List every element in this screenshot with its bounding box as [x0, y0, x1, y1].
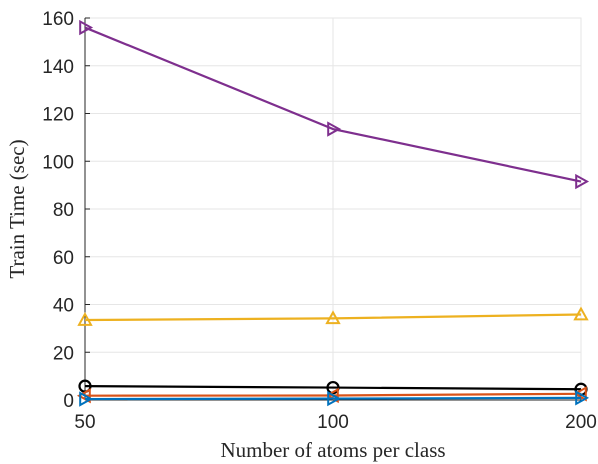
- data-point: [76, 388, 91, 404]
- y-axis-label: Train Time (sec): [5, 139, 29, 278]
- y-tick-label: 120: [42, 105, 74, 126]
- y-tick-labels: 0 20 40 60 80 100 120 140 160: [42, 9, 74, 412]
- series-line: [84, 396, 582, 401]
- series-line: [84, 385, 582, 391]
- series-2: [77, 306, 589, 326]
- x-axis-label: Number of atoms per class: [220, 438, 445, 462]
- data-point: [77, 311, 93, 326]
- y-tick-label: 60: [53, 248, 74, 269]
- series-lines: [76, 19, 590, 407]
- y-tick-label: 0: [63, 391, 74, 412]
- data-point: [327, 121, 342, 137]
- x-tick-label: 100: [317, 412, 349, 433]
- x-tick-labels: 50 100 200: [74, 412, 596, 433]
- series-5: [79, 390, 590, 407]
- x-tick-label: 200: [565, 412, 597, 433]
- y-tick-label: 140: [42, 57, 74, 78]
- y-tick-label: 20: [53, 343, 74, 364]
- data-point: [79, 19, 94, 36]
- grid: [84, 17, 582, 401]
- y-tick-label: 80: [53, 200, 74, 221]
- data-point: [575, 390, 590, 406]
- data-point: [575, 173, 590, 190]
- y-tick-label: 40: [53, 296, 74, 317]
- y-tick-label: 100: [42, 152, 74, 173]
- data-point: [327, 390, 342, 407]
- y-tick-label: 160: [42, 9, 74, 30]
- data-point: [79, 391, 94, 407]
- series-1: [79, 19, 590, 190]
- data-point: [325, 310, 341, 325]
- series-line: [84, 313, 582, 322]
- x-tick-label: 50: [74, 412, 95, 433]
- data-point: [573, 306, 589, 321]
- series-line: [84, 26, 582, 183]
